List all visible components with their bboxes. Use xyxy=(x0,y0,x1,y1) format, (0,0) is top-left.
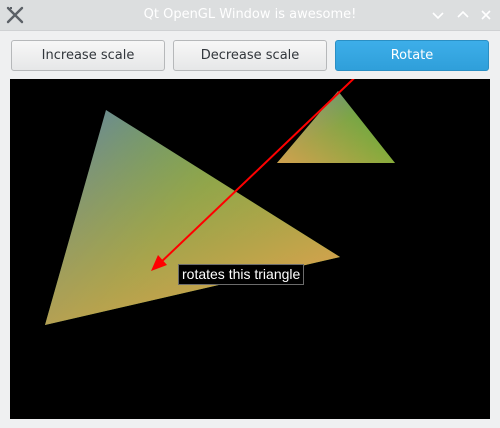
button-toolbar: Increase scale Decrease scale Rotate xyxy=(0,31,500,79)
app-icon[interactable] xyxy=(6,6,24,24)
annotation-label: rotates this triangle xyxy=(178,264,305,285)
increase-scale-button[interactable]: Increase scale xyxy=(11,40,165,71)
title-bar[interactable]: Qt OpenGL Window is awesome! xyxy=(0,0,500,31)
rotate-button[interactable]: Rotate xyxy=(335,40,489,71)
arrow-head xyxy=(151,255,167,271)
decrease-scale-button[interactable]: Decrease scale xyxy=(173,40,327,71)
small-triangle-shade xyxy=(277,91,395,163)
close-icon xyxy=(481,10,491,20)
scene-canvas xyxy=(45,79,395,325)
annotation-arrow xyxy=(157,79,355,266)
close-button[interactable] xyxy=(478,7,494,23)
window-title: Qt OpenGL Window is awesome! xyxy=(143,7,357,22)
minimize-button[interactable] xyxy=(430,7,446,23)
chevron-up-icon xyxy=(457,10,469,18)
maximize-button[interactable] xyxy=(455,7,471,23)
chevron-down-icon xyxy=(432,12,444,20)
opengl-viewport[interactable]: rotates this triangle xyxy=(10,79,490,419)
